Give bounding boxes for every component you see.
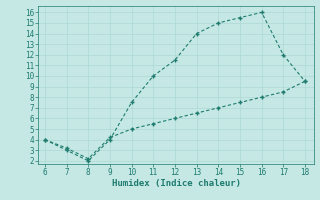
X-axis label: Humidex (Indice chaleur): Humidex (Indice chaleur) — [111, 179, 241, 188]
